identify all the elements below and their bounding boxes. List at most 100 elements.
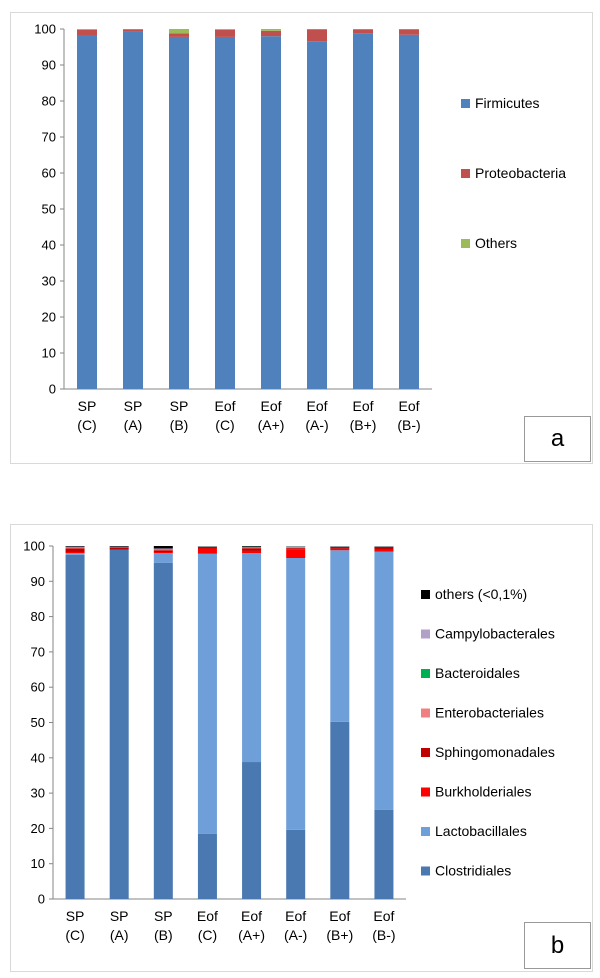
bar-segment-campylobacterales <box>65 546 85 547</box>
legend-swatch <box>461 239 470 248</box>
bar-segment-campylobacterales <box>153 548 173 550</box>
bar-segment-others-0-1- <box>153 546 173 549</box>
x-tick-label: SP <box>154 908 173 924</box>
x-tick-label: (A) <box>124 417 143 433</box>
bar-segment-lactobacillales <box>242 553 262 763</box>
y-tick-label: 50 <box>31 715 45 730</box>
bar-segment-proteobacteria <box>307 29 327 42</box>
bar-segment-burkholderiales <box>153 552 173 554</box>
legend-swatch <box>461 99 470 108</box>
x-tick-label: Eof <box>260 398 281 414</box>
y-tick-label: 0 <box>49 382 56 397</box>
y-tick-label: 60 <box>31 680 45 695</box>
x-tick-label: (A-) <box>305 417 328 433</box>
bar-segment-campylobacterales <box>286 546 306 547</box>
bar-segment-firmicutes <box>261 36 281 389</box>
bar-segment-others <box>399 29 419 30</box>
bar-segment-others-0-1- <box>109 546 129 547</box>
bar-segment-firmicutes <box>123 31 143 389</box>
y-tick-label: 90 <box>42 58 56 73</box>
bar-segment-enterobacteriales <box>65 547 85 549</box>
x-tick-label: Eof <box>214 398 235 414</box>
x-tick-label: (C) <box>215 417 234 433</box>
bar-segment-campylobacterales <box>330 546 350 547</box>
x-tick-label: (B+) <box>350 417 377 433</box>
bar-segment-clostridiales <box>374 809 394 899</box>
bar-segment-clostridiales <box>153 562 173 899</box>
legend-item: Campylobacterales <box>435 626 555 642</box>
x-tick-label: (A-) <box>284 927 307 943</box>
x-tick-label: (B+) <box>326 927 353 943</box>
x-tick-label: Eof <box>373 908 394 924</box>
x-tick-label: SP <box>78 398 97 414</box>
bar-segment-proteobacteria <box>123 29 143 32</box>
bar-segment-firmicutes <box>307 41 327 390</box>
bar-segment-burkholderiales <box>374 549 394 552</box>
legend-item: Others <box>475 235 517 251</box>
legend-item: Firmicutes <box>475 95 540 111</box>
x-tick-label: (A+) <box>258 417 285 433</box>
bar-segment-enterobacteriales <box>286 546 306 549</box>
bar-segment-lactobacillales <box>374 551 394 810</box>
bar-segment-sphingomonadales <box>286 548 306 550</box>
legend-item: Clostridiales <box>435 863 511 879</box>
bar-segment-clostridiales <box>197 833 217 899</box>
bar-segment-others <box>353 29 373 30</box>
legend-swatch <box>421 787 430 797</box>
bar-segment-enterobacteriales <box>109 547 129 548</box>
bar-segment-lactobacillales <box>153 553 173 563</box>
bar-segment-firmicutes <box>399 34 419 389</box>
y-tick-label: 90 <box>31 574 45 589</box>
bar-segment-sphingomonadales <box>374 546 394 550</box>
bar-segment-burkholderiales <box>65 552 85 554</box>
legend-item: others (<0,1%) <box>435 586 527 602</box>
bar-segment-others <box>307 29 327 30</box>
bar-segment-enterobacteriales <box>153 549 173 551</box>
bar-segment-campylobacterales <box>109 546 129 547</box>
y-tick-label: 30 <box>31 786 45 801</box>
bar-segment-lactobacillales <box>65 553 85 555</box>
bar-segment-proteobacteria <box>77 29 97 36</box>
bar-segment-clostridiales <box>330 721 350 899</box>
y-tick-label: 10 <box>42 346 56 361</box>
y-tick-label: 70 <box>31 644 45 659</box>
x-tick-label: (B-) <box>397 417 420 433</box>
bar-segment-firmicutes <box>77 35 97 389</box>
y-tick-label: 40 <box>42 238 56 253</box>
x-tick-label: Eof <box>241 908 262 924</box>
y-tick-label: 10 <box>31 856 45 871</box>
x-tick-label: Eof <box>306 398 327 414</box>
bar-segment-clostridiales <box>286 829 306 899</box>
bar-segment-burkholderiales <box>330 548 350 551</box>
x-tick-label: (B) <box>170 417 189 433</box>
y-tick-label: 60 <box>42 166 56 181</box>
bar-segment-others <box>261 29 281 31</box>
x-tick-label: SP <box>170 398 189 414</box>
bar-segment-firmicutes <box>353 33 373 389</box>
bar-segment-others-0-1- <box>242 546 262 547</box>
legend-item: Sphingomonadales <box>435 744 555 760</box>
bar-segment-clostridiales <box>65 554 85 899</box>
bar-segment-sphingomonadales <box>330 546 350 549</box>
bar-segment-sphingomonadales <box>109 547 129 550</box>
bar-segment-burkholderiales <box>286 549 306 559</box>
y-tick-label: 100 <box>23 539 45 554</box>
bar-segment-sphingomonadales <box>197 546 217 549</box>
bar-segment-campylobacterales <box>197 546 217 547</box>
bar-segment-firmicutes <box>215 36 235 390</box>
y-tick-label: 100 <box>34 22 56 37</box>
bar-segment-others <box>215 29 235 30</box>
bar-segment-others <box>123 29 143 30</box>
x-tick-label: Eof <box>352 398 373 414</box>
x-tick-label: SP <box>66 908 85 924</box>
panel-label-a: a <box>524 416 591 462</box>
chart-panel-a: 0 10 20 30 40 50 60 70 80 90 100 SP (C) SP (A) SP (B) Eof… <box>10 12 593 464</box>
bar-segment-proteobacteria <box>399 29 419 35</box>
y-tick-label: 80 <box>31 609 45 624</box>
bar-segment-sphingomonadales <box>65 548 85 553</box>
legend-swatch <box>421 629 430 639</box>
legend-swatch <box>421 708 430 718</box>
legend-item: Enterobacteriales <box>435 705 544 721</box>
y-tick-label: 30 <box>42 274 56 289</box>
bar-segment-proteobacteria <box>261 30 281 37</box>
